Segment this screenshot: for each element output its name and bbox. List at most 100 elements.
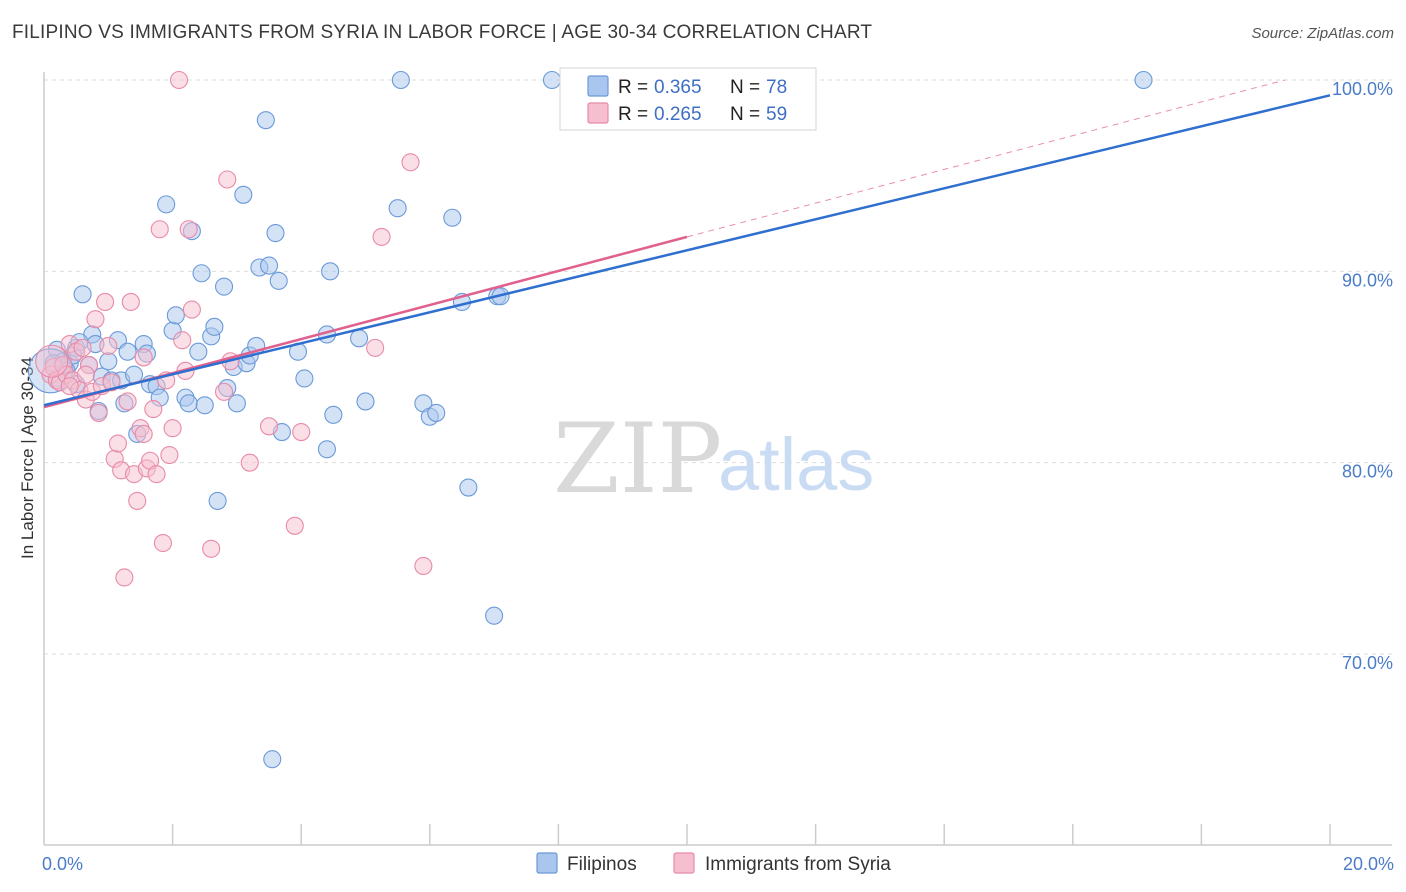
filipinos-point <box>208 491 227 510</box>
filipinos-point <box>234 185 253 204</box>
syria-point <box>182 300 201 319</box>
filipinos-point <box>1134 70 1153 90</box>
filipinos-point <box>189 342 208 361</box>
syria-point <box>259 417 279 436</box>
bottom-legend: Filipinos Immigrants from Syria <box>536 852 891 875</box>
syria-point <box>366 338 385 357</box>
legend-box: R = 0.365 N = 78 R = 0.265 N = 59 <box>559 67 817 131</box>
filipinos-point <box>295 369 314 388</box>
syria-point <box>414 556 433 576</box>
syria-point <box>89 403 108 422</box>
syria-point <box>134 424 153 444</box>
syria-trend-extension <box>686 79 1286 238</box>
filipinos-point <box>485 606 504 625</box>
syria-point <box>144 400 163 419</box>
y-tick-labels: 70.0% 80.0% 90.0% 100.0% <box>1332 79 1393 673</box>
watermark: ZIP atlas <box>553 403 874 515</box>
syria-point <box>214 382 234 401</box>
legend-r-label: R = <box>618 77 648 98</box>
filipinos-point <box>266 224 285 243</box>
legend-n-label: N = <box>730 104 760 125</box>
filipinos-point <box>350 329 369 348</box>
x-tick-label: 0.0% <box>42 854 83 874</box>
legend-n-value: 59 <box>766 104 787 125</box>
syria-points <box>35 70 433 587</box>
filipinos-point <box>459 478 478 497</box>
syria-point <box>401 153 420 172</box>
syria-point <box>60 377 79 396</box>
filipinos-point <box>542 70 562 90</box>
bottom-legend-filipinos: Filipinos <box>567 854 637 875</box>
syria-point <box>179 220 198 239</box>
filipinos-point <box>227 394 246 413</box>
filipinos-point <box>391 70 410 90</box>
filipinos-point <box>157 195 176 214</box>
x-tick-label: 20.0% <box>1343 854 1394 874</box>
syria-point <box>285 516 304 535</box>
chart-title: FILIPINO VS IMMIGRANTS FROM SYRIA IN LAB… <box>12 22 872 43</box>
filipinos-point <box>73 285 92 304</box>
syria-point <box>147 465 166 484</box>
syria-point <box>96 292 115 311</box>
syria-point <box>163 419 182 438</box>
filipinos-point <box>324 405 343 424</box>
filipinos-point <box>388 199 407 218</box>
syria-point <box>153 533 173 553</box>
filipinos-point <box>259 256 279 275</box>
syria-point <box>240 453 259 472</box>
y-axis-label: In Labor Force | Age 30-34 <box>18 357 37 559</box>
syria-point <box>73 338 92 357</box>
trend-lines <box>43 79 1331 409</box>
syria-cluster-point <box>35 344 69 378</box>
y-tick-label: 100.0% <box>1332 79 1393 99</box>
syria-point <box>218 170 237 189</box>
legend-swatch-filipinos <box>587 75 609 97</box>
filipinos-point <box>269 271 288 290</box>
filipinos-point <box>99 352 118 371</box>
filipinos-point <box>195 396 214 415</box>
filipinos-point <box>205 317 224 336</box>
syria-point <box>292 423 311 442</box>
y-tick-label: 70.0% <box>1342 653 1393 673</box>
filipinos-point <box>321 262 340 281</box>
filipinos-point <box>356 392 375 411</box>
filipinos-point <box>179 394 198 413</box>
filipinos-point <box>192 264 211 283</box>
axes <box>43 72 1392 846</box>
syria-point <box>173 331 192 350</box>
syria-point <box>102 373 121 392</box>
filipinos-point <box>443 208 462 227</box>
syria-point <box>150 220 169 239</box>
syria-point <box>108 434 127 453</box>
filipinos-point <box>256 111 275 130</box>
y-tick-label: 90.0% <box>1342 270 1393 290</box>
syria-point <box>202 539 221 558</box>
x-minor-ticks <box>171 824 1331 845</box>
x-tick-labels: 0.0% 20.0% <box>42 854 1394 874</box>
bottom-legend-swatch-filipinos <box>536 852 558 874</box>
legend-n-label: N = <box>730 77 760 98</box>
syria-point <box>76 365 95 384</box>
syria-point <box>121 292 140 311</box>
syria-point <box>160 445 179 465</box>
filipinos-point <box>214 277 234 296</box>
legend-r-value: 0.265 <box>654 104 702 125</box>
watermark-zip: ZIP <box>553 403 722 515</box>
syria-point <box>86 310 105 329</box>
syria-point <box>128 491 147 510</box>
syria-point <box>118 392 137 411</box>
syria-point <box>169 70 189 90</box>
filipinos-point <box>118 342 137 361</box>
filipinos-trend-line <box>43 94 1331 407</box>
source-label: Source: ZipAtlas.com <box>1251 25 1394 42</box>
syria-point <box>134 348 153 367</box>
legend-swatch-syria <box>587 102 609 124</box>
watermark-atlas: atlas <box>718 423 874 506</box>
legend-r-value: 0.365 <box>654 77 702 98</box>
filipinos-point <box>166 306 185 325</box>
syria-point <box>115 568 134 587</box>
filipinos-point <box>427 403 446 422</box>
filipinos-point <box>263 750 282 769</box>
bottom-legend-swatch-syria <box>673 852 695 874</box>
